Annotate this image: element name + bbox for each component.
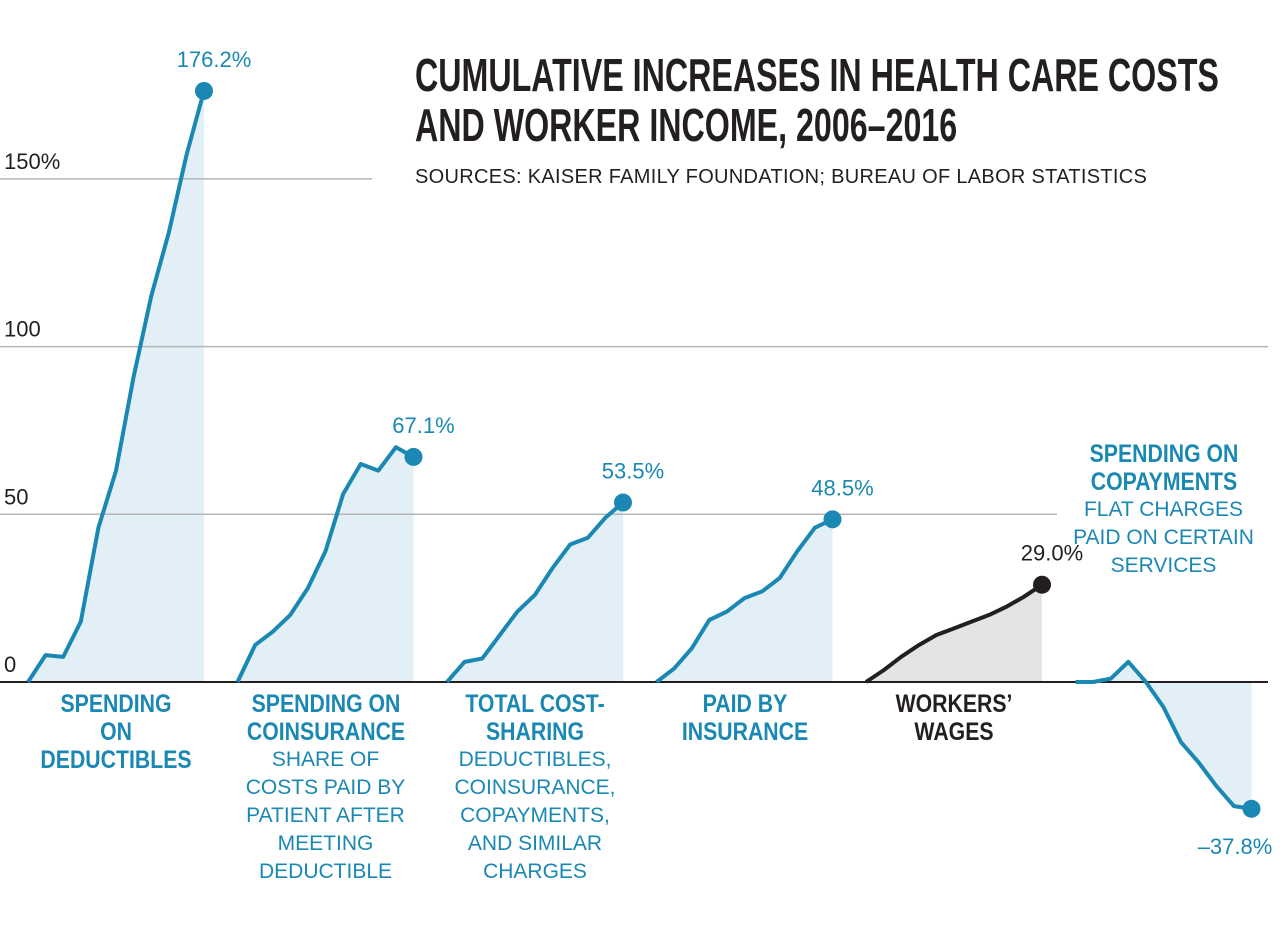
y-tick-label: 150% [4, 149, 60, 174]
series-description: SHARE OF COSTS PAID BY PATIENT AFTER MEE… [245, 748, 406, 883]
y-tick-label: 0 [4, 652, 16, 677]
series-name: SPENDING ON DEDUCTIBLES [40, 690, 192, 774]
line [445, 501, 625, 684]
area [1075, 661, 1252, 809]
value-label: 29.0% [1021, 541, 1083, 566]
series-description: FLAT CHARGES PAID ON CERTAIN SERVICES [1073, 498, 1254, 577]
series-name: SPENDING ON COPAYMENTS [1089, 440, 1238, 496]
series-name: WORKERS’ WAGES [895, 690, 1013, 746]
series-name: PAID BY INSURANCE [681, 690, 808, 746]
end-dot [1242, 799, 1261, 818]
y-tick-label: 50 [4, 484, 28, 509]
line [655, 517, 834, 684]
line [1075, 659, 1252, 811]
value-label: 48.5% [811, 475, 873, 500]
line [235, 445, 415, 683]
line [26, 90, 206, 684]
end-dot [195, 81, 213, 100]
series-label: SPENDING ON DEDUCTIBLES [0, 690, 236, 774]
series-description: DEDUCTIBLES, COINSURANCE, COPAYMENTS, AN… [454, 748, 616, 883]
line [864, 583, 1044, 684]
end-dot [614, 493, 632, 512]
end-dot [1033, 575, 1051, 594]
area [237, 447, 414, 682]
chart-subtitle: SOURCES: KAISER FAMILY FOUNDATION; BUREA… [415, 166, 1148, 188]
series-label: WORKERS’ WAGES [834, 690, 1074, 746]
series-name: TOTAL COST- SHARING [465, 690, 605, 746]
series-label: SPENDING ON COPAYMENTS FLAT CHARGES PAID … [1044, 440, 1280, 580]
y-tick-label: 100 [4, 317, 41, 342]
series-label: PAID BY INSURANCE [625, 690, 865, 746]
value-label: –37.8% [1198, 834, 1273, 859]
series-label: TOTAL COST- SHARING DEDUCTIBLES, COINSURA… [415, 690, 655, 886]
area [28, 90, 204, 682]
end-dot [823, 510, 842, 529]
series-name: SPENDING ON COINSURANCE [246, 690, 405, 746]
area [866, 584, 1042, 682]
chart-title: CUMULATIVE INCREASES IN HEALTH CARE COST… [415, 49, 1219, 151]
value-label: 67.1% [392, 413, 454, 438]
end-dot [404, 447, 423, 466]
area [656, 519, 833, 682]
value-label: 176.2% [177, 47, 252, 72]
series-label: SPENDING ON COINSURANCE SHARE OF COSTS PA… [206, 690, 446, 886]
area [447, 502, 623, 682]
value-label: 53.5% [602, 459, 664, 484]
